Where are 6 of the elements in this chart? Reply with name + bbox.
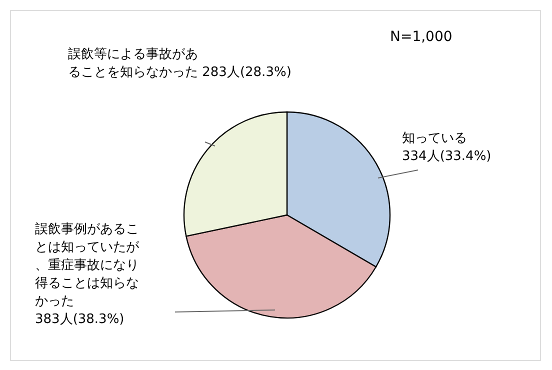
- slice-label: 誤飲事例があることは知っていたが、重症事故になり得ることは知らなかった: [35, 222, 140, 309]
- text: N=1,000: [390, 29, 452, 45]
- data-label: 383人(38.3%): [35, 312, 124, 327]
- data-label: 334人(33.4%): [402, 149, 492, 164]
- slice-label: 知っている: [402, 131, 467, 146]
- slice-label: 誤飲等による事故があることを知らなかった 283人(28.3%): [68, 47, 292, 80]
